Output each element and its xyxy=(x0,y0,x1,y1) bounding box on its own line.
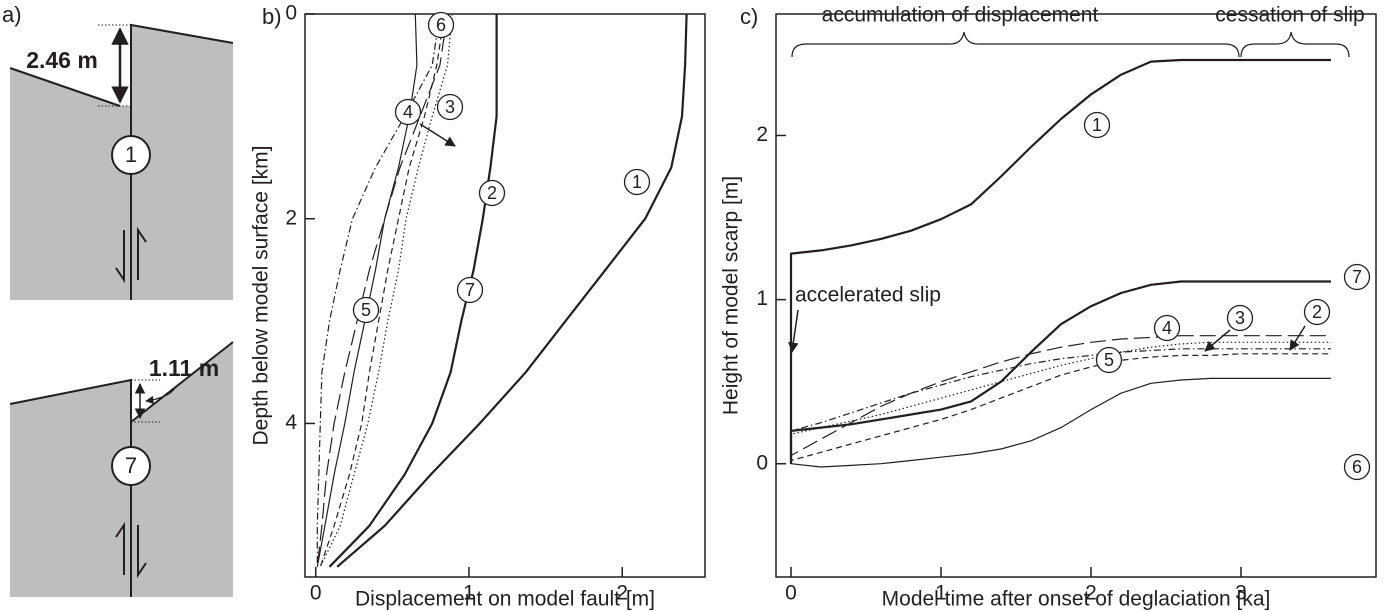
annotation: accelerated slip xyxy=(795,284,941,307)
slip-arrow xyxy=(137,226,147,280)
pointer-arrow xyxy=(788,309,799,354)
curve xyxy=(789,280,1331,464)
x-tick-label: 0 xyxy=(785,582,797,605)
curve xyxy=(790,348,1331,464)
label-circle xyxy=(352,296,380,324)
fault-label: 7 xyxy=(125,453,137,478)
offset-label: 1.11 m xyxy=(149,355,219,381)
curve-label: 3 xyxy=(445,97,455,117)
pointer-arrow xyxy=(145,387,176,405)
label-circle xyxy=(623,168,651,196)
plot-frame xyxy=(775,13,1377,578)
brace xyxy=(1240,31,1350,58)
panel-label: c) xyxy=(740,4,758,29)
curve xyxy=(789,58,1331,464)
x-axis-label: Model time after onset of deglaciation [… xyxy=(882,588,1271,611)
label-circle xyxy=(427,11,455,39)
curve-label: 7 xyxy=(465,280,475,300)
y-tick-label: 4 xyxy=(285,411,297,434)
label-circle xyxy=(1083,111,1111,139)
curve-label: 1 xyxy=(632,172,642,192)
label-circle xyxy=(1095,346,1123,374)
x-tick-label: 2 xyxy=(616,582,628,605)
label-circle xyxy=(394,98,422,126)
curve xyxy=(790,377,1331,468)
curve-label: 6 xyxy=(1352,457,1362,477)
curve-label: 4 xyxy=(403,102,413,122)
label-circle xyxy=(1343,453,1371,481)
curve xyxy=(790,335,1331,464)
surface-line xyxy=(9,67,121,107)
fault-label: 1 xyxy=(125,142,137,167)
curve xyxy=(336,13,688,568)
curve xyxy=(790,341,1331,464)
x-tick-label: 1 xyxy=(463,582,475,605)
curve-label: 3 xyxy=(1235,308,1245,328)
label-circle xyxy=(1226,304,1254,332)
curve-label: 2 xyxy=(487,183,497,203)
curve-label: 4 xyxy=(1162,318,1172,338)
footwall-block xyxy=(10,380,131,597)
y-tick-label: 2 xyxy=(756,123,768,146)
plot-frame xyxy=(304,13,706,578)
label-circle xyxy=(478,179,506,207)
footwall-block xyxy=(10,68,131,300)
slip-arrow xyxy=(137,525,147,579)
annotation: cessation of slip xyxy=(1215,4,1364,27)
pointer-arrow xyxy=(1289,325,1306,351)
label-circle xyxy=(111,135,151,175)
y-tick-label: 1 xyxy=(756,287,768,310)
curve-label: 1 xyxy=(1092,115,1102,135)
surface-line xyxy=(130,341,234,423)
panel-a: a) 2.46 m 1 1.11 m 7 xyxy=(2,2,234,597)
curve-label: 5 xyxy=(1104,350,1114,370)
label-circle xyxy=(1153,314,1181,342)
offset-label: 2.46 m xyxy=(26,47,98,73)
label-circle xyxy=(436,93,464,121)
y-tick-label: 0 xyxy=(756,451,768,474)
label-circle xyxy=(456,276,484,304)
curve xyxy=(319,13,453,568)
curve xyxy=(790,353,1331,464)
label-circle xyxy=(1343,263,1371,291)
hangingwall-block xyxy=(131,25,233,300)
curve xyxy=(316,13,449,567)
panel-label: b) xyxy=(262,4,282,29)
y-tick-label: 0 xyxy=(285,2,297,25)
curve-label: 6 xyxy=(436,15,446,35)
x-tick-label: 3 xyxy=(1235,582,1247,605)
slip-arrow xyxy=(115,521,125,575)
label-circle xyxy=(1303,298,1331,326)
y-tick-label: 2 xyxy=(285,206,297,229)
x-tick-label: 0 xyxy=(310,582,322,605)
hangingwall-block xyxy=(131,342,233,597)
y-axis-label: Height of model scarp [m] xyxy=(720,176,743,415)
curve-label: 7 xyxy=(1352,267,1362,287)
x-tick-label: 2 xyxy=(1085,582,1097,605)
pointer-arrow xyxy=(1204,329,1231,352)
x-axis-label: Displacement on model fault [m] xyxy=(355,588,655,611)
curve-label: 2 xyxy=(1312,302,1322,322)
label-circle xyxy=(111,446,151,486)
slip-arrow xyxy=(115,230,125,284)
curve-label: 5 xyxy=(361,300,371,320)
brace xyxy=(791,31,1240,58)
y-axis-label: Depth below model surface [km] xyxy=(250,146,273,446)
curve xyxy=(319,13,446,567)
curve xyxy=(316,13,418,567)
annotation: accumulation of displacement xyxy=(822,4,1099,27)
panel-label: a) xyxy=(2,2,22,27)
x-tick-label: 1 xyxy=(935,582,947,605)
pointer-arrow xyxy=(419,123,456,147)
